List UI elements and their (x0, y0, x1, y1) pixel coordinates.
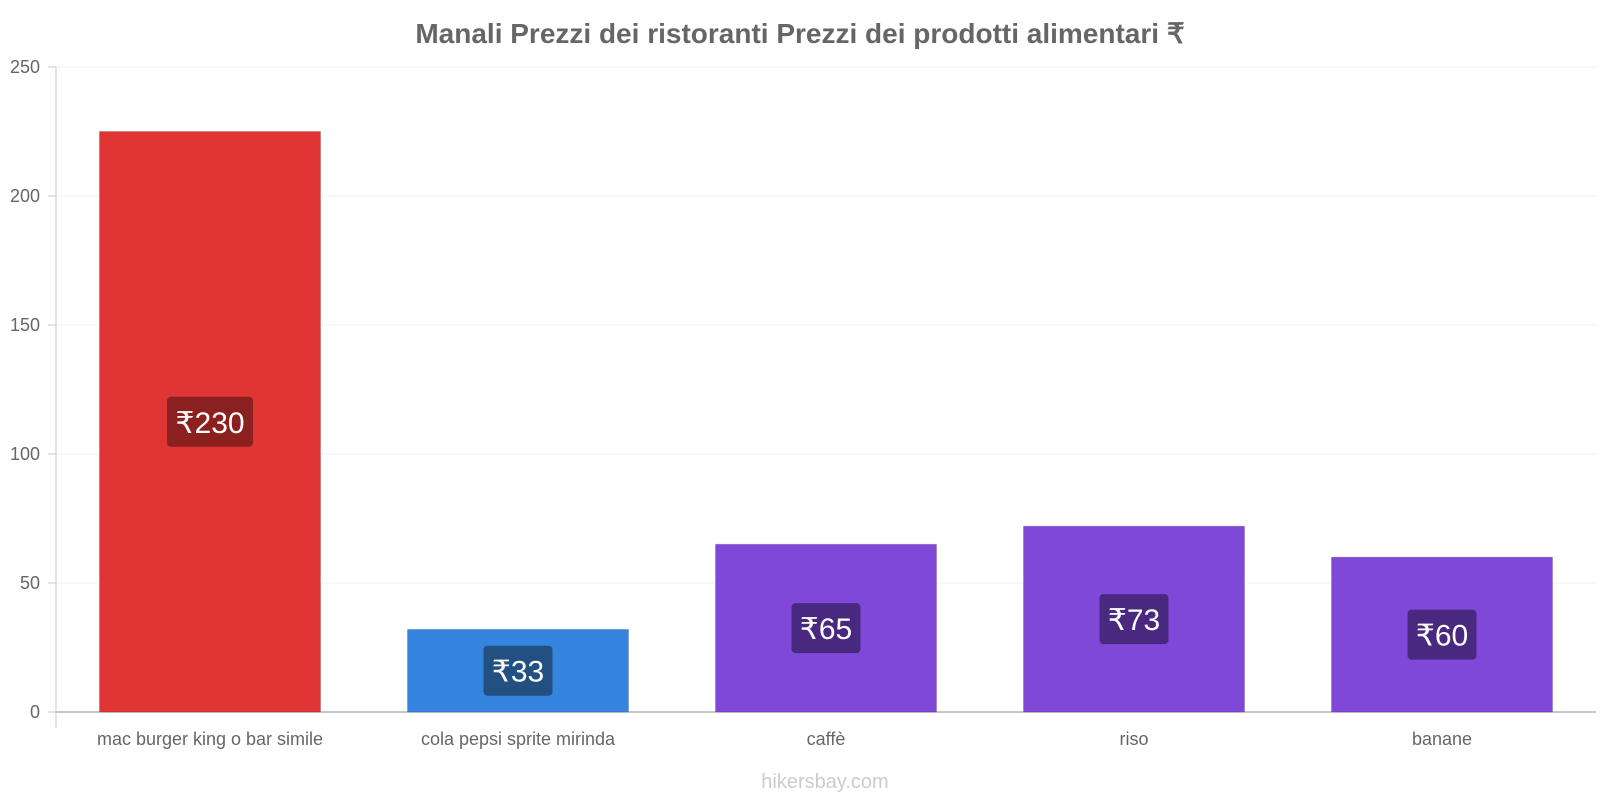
value-label: ₹230 (175, 407, 244, 440)
value-label: ₹65 (800, 613, 852, 646)
y-tick-label: 100 (10, 444, 40, 464)
category-labels: mac burger king o bar simile cola pepsi s… (97, 729, 1472, 749)
y-tick-label: 50 (20, 573, 40, 593)
category-label: caffè (807, 729, 846, 749)
chart-title: Manali Prezzi dei ristoranti Prezzi dei … (415, 18, 1184, 49)
category-label: banane (1412, 729, 1472, 749)
watermark: hikersbay.com (761, 771, 888, 793)
value-label: ₹33 (492, 656, 544, 689)
y-tick-label: 0 (30, 702, 40, 722)
y-tick-label: 250 (10, 57, 40, 77)
category-label: cola pepsi sprite mirinda (421, 729, 616, 749)
value-label: ₹60 (1416, 620, 1468, 653)
value-label-box (791, 603, 861, 654)
value-label-box (1099, 594, 1169, 645)
category-label: riso (1119, 729, 1148, 749)
value-labels: ₹230 ₹33 ₹65 ₹73 ₹60 (167, 396, 1477, 696)
y-tick-label: 200 (10, 186, 40, 206)
y-tick-label: 150 (10, 315, 40, 335)
category-label: mac burger king o bar simile (97, 729, 323, 749)
value-label: ₹73 (1108, 604, 1160, 637)
value-label-box (483, 645, 553, 696)
value-label-box (167, 396, 253, 447)
value-label-box (1407, 609, 1477, 660)
